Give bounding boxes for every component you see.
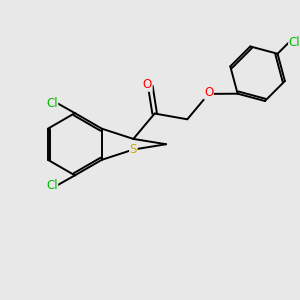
Text: Cl: Cl <box>46 97 58 110</box>
Text: O: O <box>143 78 152 91</box>
Text: S: S <box>130 143 137 156</box>
Text: Cl: Cl <box>46 179 58 192</box>
Text: Cl: Cl <box>289 36 300 49</box>
Text: O: O <box>204 86 213 99</box>
